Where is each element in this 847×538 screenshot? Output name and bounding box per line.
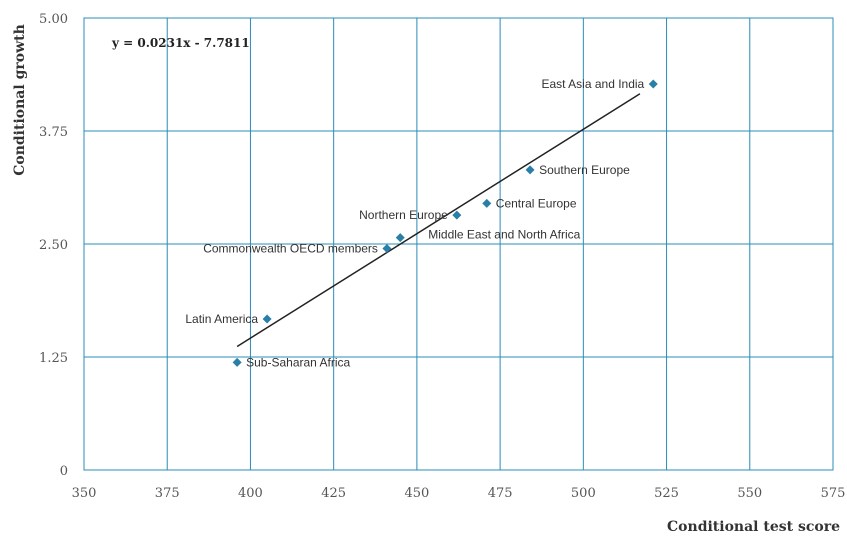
x-tick-label: 400	[238, 486, 263, 501]
x-tick-label: 550	[737, 486, 762, 501]
y-tick-label: 3.75	[39, 125, 68, 140]
data-point	[648, 79, 658, 89]
y-tick-label: 1.25	[39, 351, 68, 366]
point-label: Commonwealth OECD members	[203, 242, 378, 256]
point-label: East Asia and India	[541, 77, 644, 91]
y-tick-label: 2.50	[39, 238, 68, 253]
point-label: Southern Europe	[539, 163, 630, 177]
data-point	[232, 357, 242, 367]
point-label: Sub-Saharan Africa	[246, 355, 350, 369]
y-axis-title: Conditional growth	[12, 24, 28, 176]
y-tick-label: 5.00	[39, 12, 68, 27]
point-label: Central Europe	[496, 196, 577, 210]
x-tick-label: 450	[404, 486, 429, 501]
x-tick-label: 500	[571, 486, 596, 501]
x-tick-label: 350	[72, 486, 97, 501]
point-label: Middle East and North Africa	[428, 228, 580, 242]
data-point	[395, 233, 405, 243]
x-tick-label: 475	[488, 486, 513, 501]
data-point	[262, 314, 272, 324]
data-point	[382, 244, 392, 254]
trend-equation: y = 0.0231x - 7.7811	[111, 36, 250, 50]
axis-ticks: 350 375 400 425 450 475 500 525 550 575 0 1.25 2.50 3…	[39, 12, 845, 501]
x-tick-label: 525	[654, 486, 679, 501]
grid	[83, 17, 834, 471]
data-point	[482, 198, 492, 208]
x-tick-label: 575	[821, 486, 846, 501]
x-tick-label: 375	[155, 486, 180, 501]
y-tick-label: 0	[60, 464, 68, 479]
point-label: Latin America	[185, 312, 258, 326]
data-points: East Asia and India Southern Europe Centra…	[185, 77, 658, 369]
point-label: Northern Europe	[359, 208, 448, 222]
x-tick-label: 425	[321, 486, 346, 501]
x-axis-title: Conditional test score	[667, 519, 840, 535]
plot-area	[83, 17, 834, 471]
trend-line	[236, 93, 641, 348]
data-point	[525, 165, 535, 175]
data-point	[452, 210, 462, 220]
